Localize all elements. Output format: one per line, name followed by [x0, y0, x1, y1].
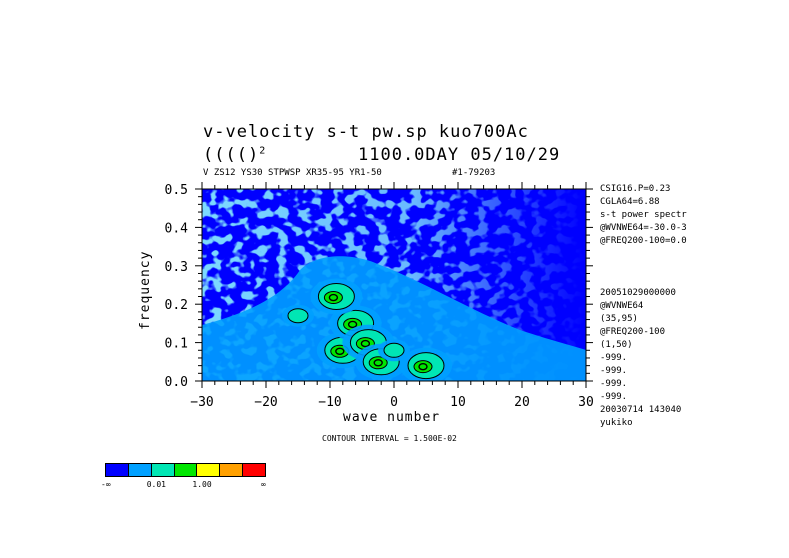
colorbar-label: ∞	[261, 480, 266, 489]
y-tick-label: 0.4	[165, 221, 189, 236]
side-info-line: @WVNWE64=-30.0-3	[600, 223, 687, 233]
title-line-2-text: (((()	[203, 145, 260, 165]
x-axis-ticks: −30 −20 −10 0 10 20 30	[190, 182, 594, 410]
colorbar-swatch	[173, 463, 198, 477]
colorbar-swatch	[105, 463, 129, 477]
peak-high	[400, 347, 452, 381]
x-tick-label: 30	[578, 395, 594, 410]
light-blue-base-region	[202, 256, 586, 381]
side-info-line: @WVNWE64	[600, 301, 644, 311]
x-tick-label: 0	[390, 395, 398, 410]
side-info-line: (1,50)	[600, 340, 633, 350]
title-line-1: v-velocity s-t pw.sp kuo700Ac	[203, 122, 529, 142]
subtitle: V ZS12 YS30 STPWSP XR35-95 YR1-50	[203, 168, 382, 178]
colorbar-swatch	[196, 463, 221, 477]
side-info-line: 20030714 143040	[600, 405, 682, 415]
side-info-line: CSIG16.P=0.23	[600, 184, 671, 194]
title-superscript: 2	[259, 145, 267, 157]
y-tick-label: 0.1	[165, 337, 188, 352]
x-tick-label: −20	[254, 395, 277, 410]
title-line-2-right: 1100.0DAY 05/10/29	[358, 145, 561, 165]
side-info-line: -999.	[600, 353, 628, 363]
side-info-line: 20051029000000	[600, 288, 676, 298]
side-info-line: CGLA64=6.88	[600, 197, 660, 207]
side-info-line: -999.	[600, 392, 628, 402]
y-tick-label: 0.0	[165, 375, 188, 390]
x-tick-label: −10	[318, 395, 341, 410]
side-info-line: (35,95)	[600, 314, 638, 324]
colorbar-label: -∞	[101, 480, 111, 489]
colorbar-label: 0.01	[146, 480, 166, 489]
peak-high	[310, 278, 363, 315]
side-info-line: -999.	[600, 366, 628, 376]
side-info-line	[600, 248, 687, 261]
side-info-line: yukiko	[600, 418, 633, 428]
y-tick-label: 0.5	[165, 183, 188, 198]
colorbar-swatch	[242, 463, 266, 477]
x-axis-label: wave number	[343, 410, 441, 425]
colorbar-swatch	[150, 463, 175, 477]
side-info-line: @FREQ200-100=0.0	[600, 236, 687, 246]
x-tick-label: 20	[514, 395, 530, 410]
y-tick-label: 0.2	[165, 298, 188, 313]
peaks-layer	[282, 278, 452, 381]
side-info-line: -999.	[600, 379, 628, 389]
colorbar-swatch	[219, 463, 244, 477]
x-tick-label: −30	[190, 395, 213, 410]
y-tick-label: 0.3	[165, 260, 188, 275]
colorbar-label: 1.00	[192, 480, 212, 489]
side-info-line	[600, 261, 687, 274]
y-axis-ticks: 0.0 0.1 0.2 0.3 0.4 0.5	[165, 183, 593, 390]
side-info: CSIG16.P=0.23 CGLA64=6.88 s-t power spectr…	[600, 183, 687, 430]
side-info-line: s-t power spectr	[600, 210, 687, 220]
side-info-line	[600, 274, 687, 287]
x-tick-label: 10	[450, 395, 466, 410]
contour-interval: CONTOUR INTERVAL = 1.500E-02	[322, 434, 457, 443]
title-line-2: (((()2	[203, 145, 266, 165]
y-axis-label: frequency	[138, 250, 153, 330]
peak-medium	[378, 339, 410, 362]
colorbar-swatch	[127, 463, 152, 477]
peak-medium	[282, 304, 314, 327]
subtitle-right: #1-79203	[452, 168, 496, 178]
side-info-line: @FREQ200-100	[600, 327, 666, 337]
